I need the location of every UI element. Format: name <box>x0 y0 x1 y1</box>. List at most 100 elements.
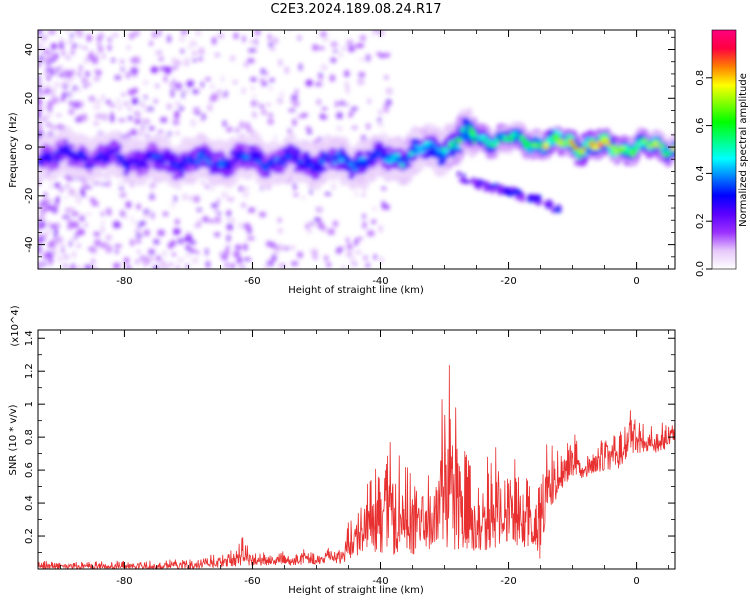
heatmap-noise-cell <box>362 221 367 229</box>
heatmap-ridge-cell <box>134 150 141 158</box>
heatmap-noise-cell <box>184 234 193 242</box>
heatmap-noise-cell <box>71 263 75 269</box>
heatmap-noise-cell <box>320 31 327 38</box>
heatmap-noise-cell <box>167 131 172 137</box>
heatmap-noise-cell <box>346 250 353 258</box>
heatmap-noise-cell <box>84 264 93 269</box>
heatmap-noise-cell <box>249 38 255 45</box>
heatmap-noise-cell <box>66 30 70 35</box>
heatmap-noise-cell <box>125 71 132 79</box>
heatmap-noise-cell <box>72 212 80 216</box>
heatmap-noise-cell <box>319 114 328 120</box>
heatmap-noise-cell <box>242 191 249 198</box>
heatmap-noise-cell <box>220 75 225 83</box>
heatmap-noise-cell <box>221 191 229 199</box>
heatmap-noise-cell <box>279 91 285 98</box>
heatmap-noise-cell <box>188 248 196 254</box>
heatmap-secondary-cell <box>458 178 467 183</box>
heatmap-noise-cell <box>59 186 64 193</box>
heatmap-noise-cell <box>346 237 350 243</box>
heatmap-noise-cell <box>217 89 222 94</box>
heatmap-noise-cell <box>354 191 359 197</box>
heatmap-noise-cell <box>344 81 350 88</box>
heatmap-noise-cell <box>377 117 382 123</box>
heatmap-noise-cell <box>142 118 151 125</box>
heatmap-noise-cell <box>55 236 64 244</box>
heatmap-noise-cell <box>142 212 151 219</box>
heatmap-noise-cell <box>168 262 174 267</box>
heatmap-noise-cell <box>268 33 272 41</box>
heatmap-noise-cell <box>150 66 159 74</box>
heatmap-noise-cell <box>218 92 223 99</box>
heatmap-noise-cell <box>179 105 184 111</box>
heatmap-noise-cell <box>128 106 132 111</box>
heatmap-noise-cell <box>243 243 248 252</box>
heatmap-noise-cell <box>178 36 185 42</box>
heatmap-noise-cell <box>47 243 53 248</box>
heatmap-noise-cell <box>41 207 49 213</box>
heatmap-noise-cell <box>38 61 42 68</box>
heatmap-noise-cell <box>332 220 339 228</box>
heatmap-noise-cell <box>312 256 319 260</box>
heatmap-noise-cell <box>93 76 100 82</box>
heatmap-noise-cell <box>222 120 227 128</box>
heatmap-noise-cell <box>135 239 142 244</box>
heatmap-noise-cell <box>171 252 177 257</box>
heatmap-noise-cell <box>110 58 116 63</box>
heatmap-noise-cell <box>134 110 139 115</box>
heatmap-ridge-cell <box>472 146 480 154</box>
heatmap-noise-cell <box>135 233 143 238</box>
heatmap-noise-cell <box>172 78 176 83</box>
heatmap-noise-cell <box>289 245 296 251</box>
heatmap-noise-cell <box>381 186 387 191</box>
heatmap-secondary-cell <box>456 170 461 178</box>
heatmap-noise-cell <box>100 211 105 217</box>
heatmap-noise-cell <box>226 223 234 231</box>
heatmap-noise-cell <box>359 34 367 42</box>
heatmap-noise-cell <box>183 60 190 67</box>
heatmap-noise-cell <box>185 263 189 269</box>
heatmap-noise-cell <box>224 249 230 256</box>
heatmap-noise-cell <box>130 128 138 137</box>
heatmap-noise-cell <box>221 254 229 261</box>
heatmap-noise-cell <box>263 264 270 269</box>
heatmap-noise-cell <box>230 263 236 269</box>
heatmap-noise-cell <box>164 66 172 73</box>
heatmap-noise-cell <box>52 53 57 61</box>
heatmap-ridge-cell <box>267 177 276 185</box>
heatmap-noise-cell <box>171 200 175 209</box>
heatmap-ridge-cell <box>201 142 208 149</box>
heatmap-noise-cell <box>67 71 76 76</box>
heatmap-noise-cell <box>38 200 42 206</box>
heatmap-noise-cell <box>211 36 217 45</box>
heatmap-noise-cell <box>217 33 225 39</box>
heatmap-noise-cell <box>65 183 70 189</box>
heatmap-noise-cell <box>114 75 122 81</box>
heatmap-ridge-cell <box>356 150 363 157</box>
heatmap-noise-cell <box>139 127 147 133</box>
heatmap-noise-cell <box>83 83 88 89</box>
heatmap-noise-cell <box>80 228 85 235</box>
heatmap-noise-cell <box>78 44 83 49</box>
heatmap-noise-cell <box>48 131 54 138</box>
heatmap-noise-cell <box>115 98 121 104</box>
heatmap-noise-cell <box>163 75 168 83</box>
heatmap-ridge-cell <box>329 147 337 153</box>
heatmap-noise-cell <box>167 34 172 43</box>
heatmap-noise-cell <box>157 129 164 134</box>
heatmap-noise-cell <box>68 223 73 229</box>
heatmap-noise-cell <box>148 194 156 200</box>
heatmap-ridge-cell <box>125 157 132 162</box>
heatmap-noise-cell <box>306 129 312 135</box>
heatmap-noise-cell <box>213 232 221 237</box>
heatmap-noise-cell <box>318 46 325 50</box>
heatmap-noise-cell <box>233 251 241 258</box>
heatmap-ridge-cell <box>91 151 98 157</box>
heatmap-noise-cell <box>232 80 238 85</box>
heatmap-noise-cell <box>51 87 57 95</box>
heatmap-noise-cell <box>210 92 219 101</box>
heatmap-noise-cell <box>69 38 74 43</box>
heatmap-ridge-cell <box>185 137 194 144</box>
heatmap-noise-cell <box>153 99 158 104</box>
heatmap-noise-cell <box>198 47 205 56</box>
